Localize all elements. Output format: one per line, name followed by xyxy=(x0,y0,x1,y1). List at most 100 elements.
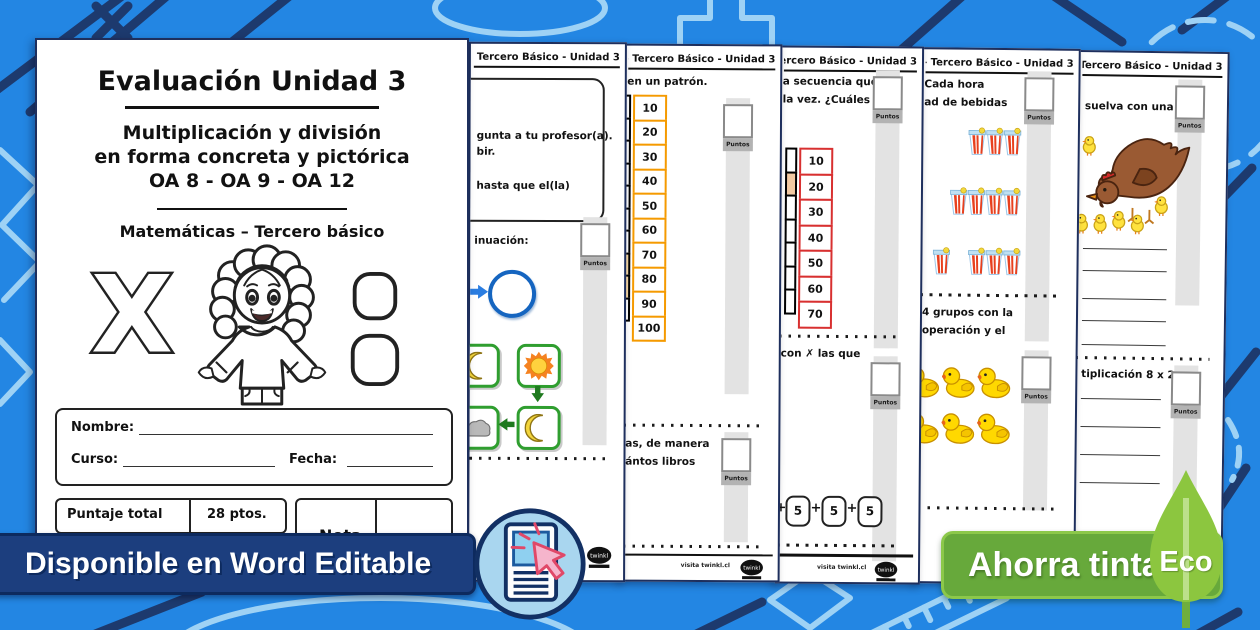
subtitle-underline xyxy=(157,208,347,210)
worksheet-page-6: s - Tercero Básico - Unidad 3 suelva con… xyxy=(1070,49,1230,588)
points-box xyxy=(870,362,901,397)
points-box xyxy=(722,104,754,139)
sum-box: 5 xyxy=(785,495,811,527)
dotted-divider xyxy=(1075,355,1210,361)
dotted-divider xyxy=(777,543,896,548)
instruction-box: gunta a tu profesor(a). bir. hasta que e… xyxy=(467,77,613,223)
word-editable-banner[interactable]: Disponible en Word Editable xyxy=(0,533,476,595)
svg-text:twinkl: twinkl xyxy=(590,553,608,560)
date-line xyxy=(347,466,433,467)
worksheet-header: s - Tercero Básico - Unidad 3 xyxy=(473,51,620,69)
table-cell: 50 xyxy=(632,192,667,220)
instruction-line: bir. xyxy=(476,145,496,158)
prompt-text: Cada hora xyxy=(924,78,985,91)
score-divider xyxy=(189,500,191,532)
writing-line xyxy=(1081,344,1166,347)
worksheet-header: s - Tercero Básico - Unidad 3 xyxy=(1082,60,1223,78)
pattern-box-sun xyxy=(516,343,561,389)
leaf-icon xyxy=(1150,470,1222,628)
sun-icon xyxy=(523,351,554,381)
date-label: Fecha: xyxy=(289,452,338,467)
eco-leaf-badge[interactable]: Eco xyxy=(1146,468,1226,630)
writing-line xyxy=(1080,454,1161,457)
rubber-ducks-row xyxy=(915,412,1010,445)
drink-cups-row xyxy=(968,127,1022,156)
rubber-ducks-row xyxy=(915,366,1011,399)
sum-box: 5 xyxy=(821,495,847,527)
svg-text:X: X xyxy=(91,256,173,374)
points-widget: Puntos xyxy=(1020,350,1052,511)
writing-line xyxy=(1080,426,1161,429)
sequence-table: 10 20 30 40 50 60 70 xyxy=(797,147,834,329)
twinkl-logo: twinkl xyxy=(587,546,612,568)
instruction-line: gunta a tu profesor(a). xyxy=(476,129,613,143)
hen-and-chicks-illustration xyxy=(1079,136,1191,235)
table-cell: 20 xyxy=(632,119,668,146)
prompt-text: en un patrón. xyxy=(627,75,708,89)
sequence-table-left-column xyxy=(784,147,798,315)
name-line xyxy=(139,434,433,435)
division-colon-icon xyxy=(350,271,400,387)
worksheet-page-3: s - Tercero Básico - Unidad 3 en un patr… xyxy=(620,43,783,583)
plus-sign: + xyxy=(810,500,822,516)
pattern-box-moon-2 xyxy=(516,405,561,451)
worksheet-page-2: s - Tercero Básico - Unidad 3 gunta a tu… xyxy=(467,41,627,583)
points-label: Puntos xyxy=(1021,390,1052,404)
table-cell: 20 xyxy=(798,173,834,201)
dotted-divider xyxy=(917,506,1060,511)
footer-rule xyxy=(777,553,914,558)
footer-note: visita twinkl.cl xyxy=(816,563,867,572)
question-text: 4 grupos con la xyxy=(921,306,1014,320)
table-cell: 70 xyxy=(632,241,667,269)
points-widget: Puntos xyxy=(1022,71,1055,342)
sum-box: 5 xyxy=(857,496,883,528)
footer-rule xyxy=(622,553,773,557)
points-label: Puntos xyxy=(872,110,903,124)
rock-icon xyxy=(467,419,491,437)
word-doc-cursor-icon xyxy=(474,508,586,620)
points-box xyxy=(580,223,611,258)
table-cell: 100 xyxy=(631,315,666,342)
word-editable-badge[interactable] xyxy=(472,506,588,622)
points-label: Puntos xyxy=(870,396,901,410)
writing-line xyxy=(1080,398,1161,401)
writing-line xyxy=(1082,270,1167,273)
arrow-right-icon xyxy=(470,284,489,299)
points-box xyxy=(1170,371,1202,406)
dotted-divider xyxy=(778,334,897,339)
points-box xyxy=(1021,356,1052,391)
score-total-label: Puntaje total xyxy=(67,507,163,522)
name-label: Nombre: xyxy=(71,420,135,435)
class-label: Curso: xyxy=(71,452,119,467)
prompt-text: la vez. ¿Cuáles xyxy=(782,93,871,107)
dotted-divider xyxy=(469,456,610,461)
student-info-box: Nombre: Curso: Fecha: xyxy=(55,408,453,486)
question-text: tiplicación 8 x 2. xyxy=(1081,368,1179,382)
writing-line xyxy=(1082,248,1167,251)
pattern-box-moon xyxy=(467,343,500,388)
points-widget: Puntos xyxy=(580,217,611,446)
prompt-text: suelva con una xyxy=(1084,100,1174,114)
points-widget: Puntos xyxy=(871,70,903,349)
drink-cups-row xyxy=(932,246,1021,276)
points-label: Puntos xyxy=(1024,111,1055,125)
worksheet-page-5: s - Tercero Básico - Unidad 3 Cada hora … xyxy=(915,47,1081,585)
points-box xyxy=(872,76,903,111)
writing-line xyxy=(1082,298,1167,301)
table-cell: 30 xyxy=(632,143,667,171)
points-label: Puntos xyxy=(722,138,753,152)
score-total-row: Puntaje total 28 ptos. xyxy=(55,498,287,534)
question-text: as, de manera xyxy=(625,437,710,451)
instruction-line: hasta que el(la) xyxy=(476,179,570,193)
word-editable-label: Disponible en Word Editable xyxy=(25,547,432,580)
class-line xyxy=(123,466,275,467)
multiplication-x-icon: X xyxy=(89,256,176,374)
dotted-divider xyxy=(623,423,764,428)
arrow-down-icon xyxy=(531,385,545,403)
girl-illustration xyxy=(197,244,327,406)
question-text: con ✗ las que xyxy=(780,347,861,361)
points-label: Puntos xyxy=(580,257,611,271)
moon-icon xyxy=(467,351,483,380)
dotted-divider xyxy=(920,293,1063,298)
